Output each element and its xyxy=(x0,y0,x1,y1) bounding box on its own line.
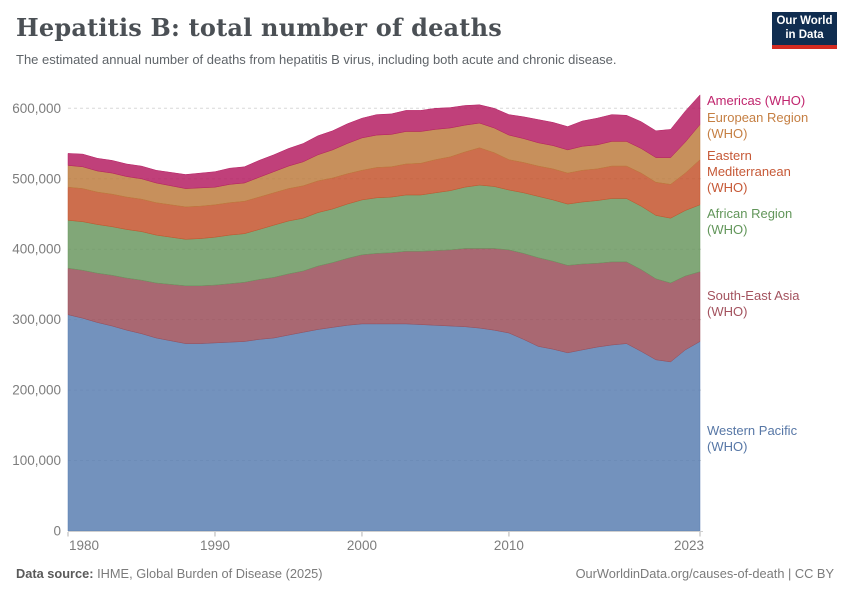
x-axis-label-1990: 1990 xyxy=(200,538,230,553)
chart-subtitle: The estimated annual number of deaths fr… xyxy=(16,52,617,67)
legend-label-european[interactable]: European Region (WHO) xyxy=(707,110,809,141)
legend-label-americas[interactable]: Americas (WHO) xyxy=(707,93,806,108)
data-source-note: Data source: IHME, Global Burden of Dise… xyxy=(16,566,323,581)
page-title: Hepatitis B: total number of deaths xyxy=(16,13,502,42)
area-wp[interactable] xyxy=(67,314,701,532)
owid-logo-line1: Our World xyxy=(776,15,833,28)
y-axis-label-200000: 200,000 xyxy=(12,383,61,398)
y-axis-label-400000: 400,000 xyxy=(12,242,61,257)
x-axis-label-2023: 2023 xyxy=(674,538,704,553)
legend-label-sea[interactable]: South-East Asia (WHO) xyxy=(707,288,800,319)
y-axis-label-0: 0 xyxy=(53,524,61,539)
x-axis-label-2010: 2010 xyxy=(494,538,524,553)
y-axis-label-600000: 600,000 xyxy=(12,101,61,116)
stacked-area-chart[interactable]: 1980 1990 2000 2010 2023 0 100,000 200,000 300,0… xyxy=(0,85,850,555)
owid-license-link[interactable]: OurWorldinData.org/causes-of-death | CC … xyxy=(575,566,834,581)
area-americas[interactable] xyxy=(67,94,701,189)
chart-footer: Data source: IHME, Global Burden of Dise… xyxy=(16,566,834,581)
x-axis-label-1980: 1980 xyxy=(69,538,99,553)
data-source-text: IHME, Global Burden of Disease (2025) xyxy=(93,566,323,581)
owid-logo[interactable]: Our World in Data xyxy=(772,12,837,49)
legend-label-wp[interactable]: Western Pacific (WHO) xyxy=(707,423,798,454)
legend-label-african[interactable]: African Region (WHO) xyxy=(707,206,793,237)
y-axis-label-300000: 300,000 xyxy=(12,312,61,327)
y-axis-label-100000: 100,000 xyxy=(12,453,61,468)
data-source-label: Data source: xyxy=(16,566,94,581)
owid-logo-line2: in Data xyxy=(785,28,824,41)
legend-label-eastern[interactable]: Eastern Mediterranean (WHO) xyxy=(707,148,791,195)
x-axis-label-2000: 2000 xyxy=(347,538,377,553)
y-axis-label-500000: 500,000 xyxy=(12,171,61,186)
